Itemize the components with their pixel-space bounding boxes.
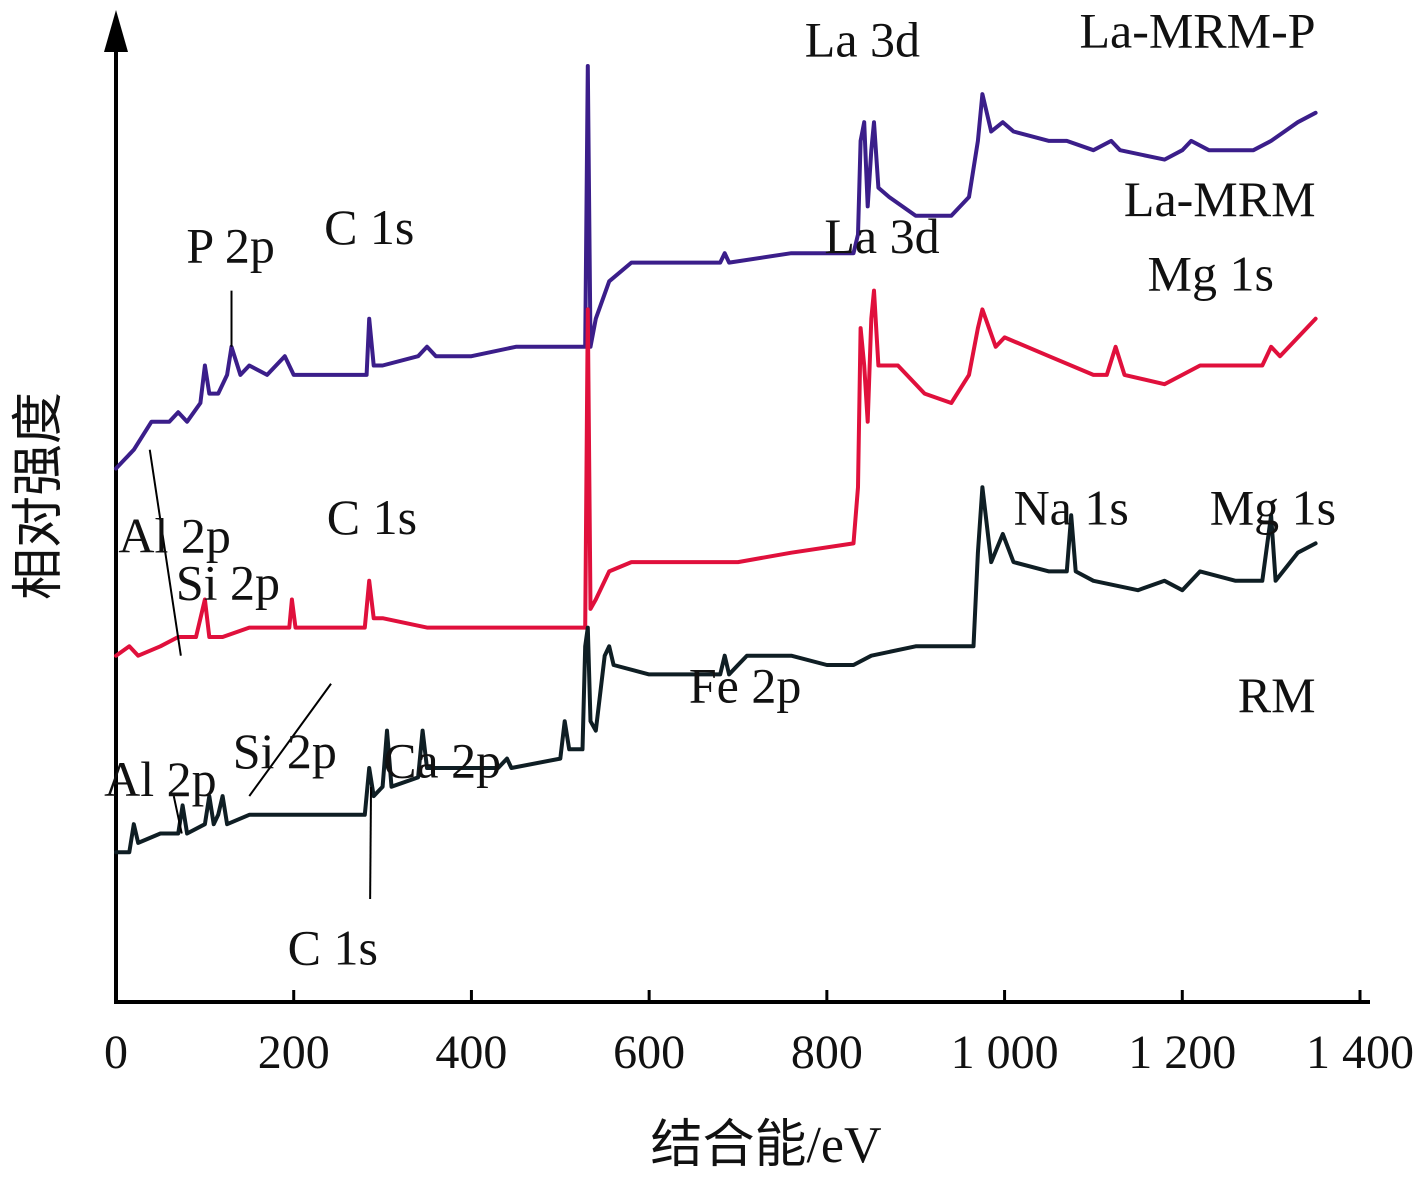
x-tick-label: 200 xyxy=(258,1026,330,1079)
series-label: La-MRM-P xyxy=(1079,2,1315,58)
x-tick-label: 600 xyxy=(613,1026,685,1079)
peak-label: Si 2p xyxy=(233,723,337,779)
x-axis-label: 结合能/eV xyxy=(650,1117,881,1174)
callouts xyxy=(148,290,373,900)
peak-label: Ca 2p xyxy=(383,732,501,788)
peak-label: C 1s xyxy=(327,489,417,545)
series-line-rm xyxy=(114,485,1318,855)
axes xyxy=(104,10,1370,1004)
y-axis-arrow-icon xyxy=(104,10,128,52)
peak-label: Al 2p xyxy=(118,508,231,564)
callout-leader xyxy=(369,786,373,900)
x-tick-label: 1 400 xyxy=(1306,1026,1414,1079)
peak-label: C 1s xyxy=(324,199,414,255)
series-label: RM xyxy=(1238,667,1316,723)
peak-label: Si 2p xyxy=(176,555,280,611)
peak-label: Mg 1s xyxy=(1148,246,1274,302)
peak-label: O 1s xyxy=(541,0,634,2)
peak-label: La 3d xyxy=(824,208,939,264)
series-line-la-mrm xyxy=(114,288,1318,658)
callout-leader xyxy=(248,683,332,797)
callout-leader xyxy=(148,449,182,656)
peak-label: La 3d xyxy=(805,12,920,68)
x-tick-label: 1 200 xyxy=(1128,1026,1236,1079)
peak-label: Fe 2p xyxy=(689,657,802,713)
series-line-la-mrm-p xyxy=(114,64,1318,471)
labels: La-MRM-P La-MRM RM O 1s La 3d La 3d P 2p C 1s Mg… xyxy=(104,0,1336,976)
peak-label: Mg 1s xyxy=(1210,480,1336,536)
x-tick-label: 0 xyxy=(104,1026,128,1079)
series-label: La-MRM xyxy=(1124,171,1316,227)
peak-label: Na 1s xyxy=(1014,480,1129,536)
x-ticks: 0 200 400 600 800 1 000 1 200 1 400 xyxy=(104,990,1414,1079)
y-axis-label: 相对强度 xyxy=(11,392,68,600)
peak-label: P 2p xyxy=(186,218,274,274)
x-tick-label: 400 xyxy=(435,1026,507,1079)
x-tick-label: 1 000 xyxy=(951,1026,1059,1079)
x-tick-label: 800 xyxy=(791,1026,863,1079)
peak-label: C 1s xyxy=(288,920,378,976)
series-layer xyxy=(114,64,1318,855)
callout-leader xyxy=(172,795,183,834)
peak-label: Al 2p xyxy=(104,751,217,807)
